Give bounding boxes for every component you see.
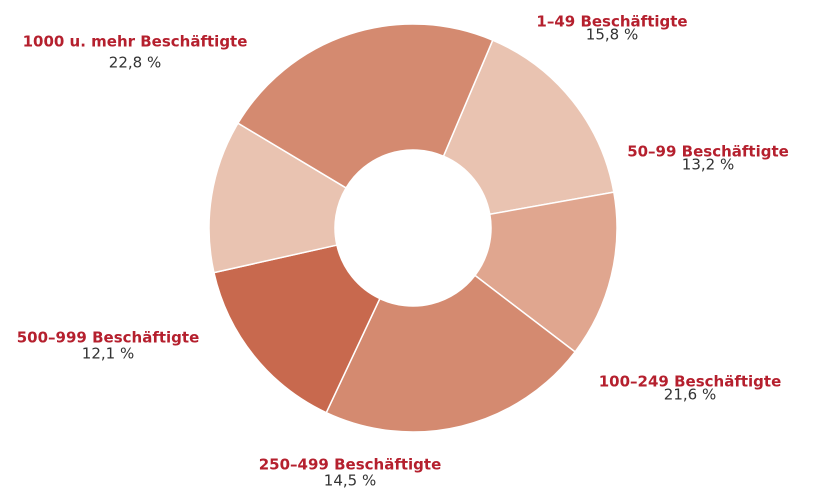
donut-slice [213,244,381,414]
slice-label: 50–99 Beschäftigte [627,143,789,161]
slice-value: 13,2 % [682,156,734,174]
slice-label: 1000 u. mehr Beschäftigte [23,33,248,51]
slice-label: 250–499 Beschäftigte [259,456,442,474]
donut-slice [325,274,577,433]
donut-slice [473,191,618,353]
slice-label: 100–249 Beschäftigte [599,373,782,391]
donut-slice [236,23,494,189]
slice-value: 12,1 % [82,345,134,363]
slice-value: 22,8 % [109,54,161,72]
slice-value: 21,6 % [664,386,716,404]
donut-slice [208,122,348,274]
donut-slice [442,39,615,216]
slice-label: 1–49 Beschäftigte [536,13,687,31]
slice-value: 14,5 % [324,472,376,490]
slice-value: 15,8 % [586,26,638,44]
slice-label: 500–999 Beschäftigte [17,329,200,347]
